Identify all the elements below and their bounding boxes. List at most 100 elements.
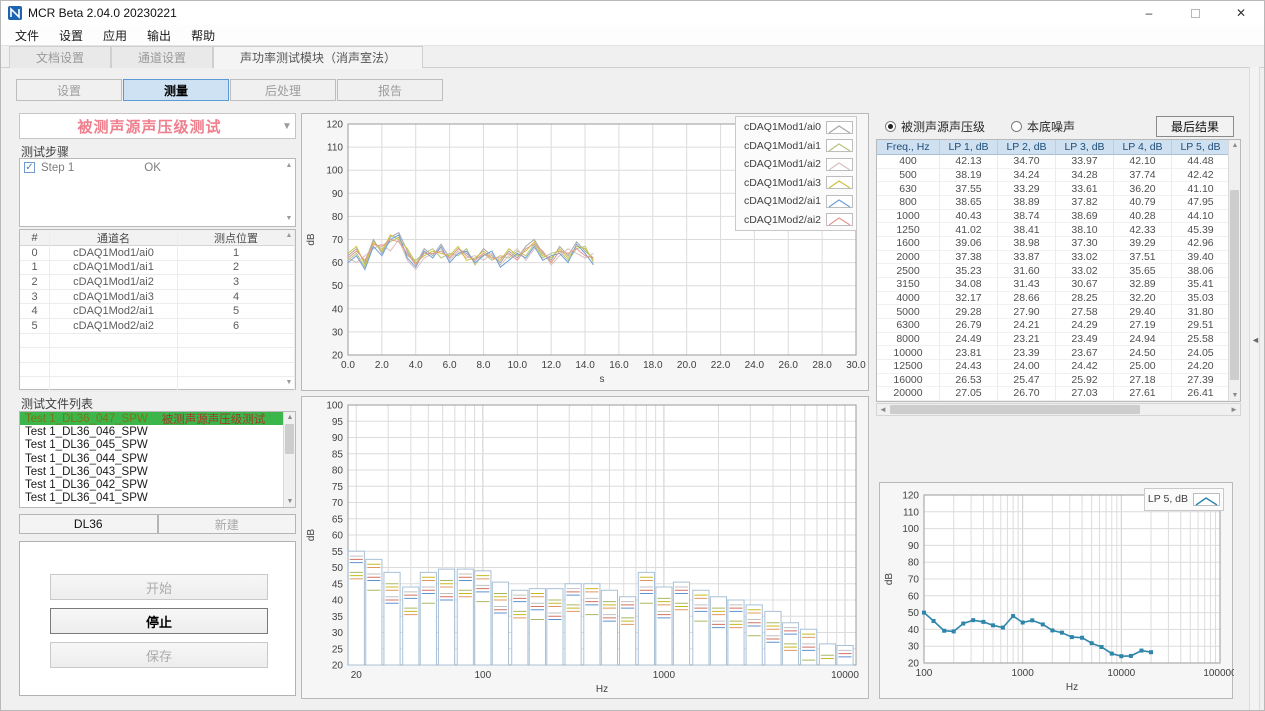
file-list-item[interactable]: Test 1_DL36_043_SPW (20, 465, 283, 478)
results-table-hscrollbar[interactable]: ◄ ► (876, 403, 1241, 416)
step-row[interactable]: ✓ Step 1 OK (20, 159, 295, 176)
results-table-scrollbar[interactable]: ▲ ▼ (1228, 140, 1240, 401)
file-tag: 被测声源声压级测试 (161, 413, 266, 426)
collapse-left-icon[interactable]: ◄ (1251, 335, 1260, 345)
svg-text:110: 110 (903, 507, 919, 518)
table-cell: 26.70 (998, 387, 1056, 401)
table-row[interactable]: 16000 26.53 25.47 25.92 27.18 27.39 (877, 373, 1230, 388)
file-list-item[interactable]: Test 1_DL36_042_SPW (20, 478, 283, 491)
save-button[interactable]: 保存 (50, 642, 268, 668)
scroll-right-icon[interactable]: ► (1230, 405, 1238, 414)
table-row[interactable]: 6300 26.79 24.21 24.29 27.19 29.51 (877, 318, 1230, 333)
radio-source[interactable]: 被测声源声压级 (885, 118, 985, 135)
table-row[interactable]: 20000 27.05 26.70 27.03 27.61 26.41 (877, 387, 1230, 401)
svg-text:95: 95 (332, 417, 344, 428)
app-icon (8, 6, 22, 20)
file-list-scrollbar[interactable]: ▲ ▼ (283, 412, 295, 507)
maximize-button[interactable] (1172, 1, 1218, 25)
dl36-button[interactable]: DL36 (19, 514, 158, 534)
table-row[interactable]: 12500 24.43 24.00 24.42 25.00 24.20 (877, 359, 1230, 374)
table-row[interactable]: 3150 34.08 31.43 30.67 32.89 35.41 (877, 277, 1230, 292)
scroll-up-icon[interactable]: ▲ (286, 414, 294, 421)
legend-item[interactable]: cDAQ1Mod1/ai0 (739, 118, 853, 137)
table-row[interactable]: 5000 29.28 27.90 27.58 29.40 31.80 (877, 305, 1230, 319)
table-row[interactable]: 500 38.19 34.24 34.28 37.74 42.42 (877, 168, 1230, 183)
scroll-up-icon[interactable]: ▲ (1231, 142, 1239, 149)
menu-item-3[interactable]: 输出 (147, 28, 172, 43)
table-row[interactable]: 5 cDAQ1Mod2/ai2 6 (20, 318, 295, 334)
legend-item[interactable]: LP 5, dB (1148, 490, 1220, 509)
minimize-button[interactable]: – (1145, 6, 1153, 20)
table-row[interactable]: 1250 41.02 38.41 38.10 42.33 45.39 (877, 223, 1230, 237)
table-row[interactable]: 2000 37.38 33.87 33.02 37.51 39.40 (877, 250, 1230, 265)
menu-item-1[interactable]: 设置 (59, 28, 84, 43)
table-row[interactable]: 630 37.55 33.29 33.61 36.20 41.10 (877, 182, 1230, 196)
file-list-item[interactable]: Test 1_DL36_047_SPW 被测声源声压级测试 (20, 412, 283, 426)
panel-splitter[interactable]: ◄ (1249, 67, 1260, 710)
scroll-left-icon[interactable]: ◄ (879, 405, 887, 414)
table-cell: 3150 (877, 277, 940, 292)
file-list-item[interactable]: Test 1_DL36_045_SPW (20, 439, 283, 452)
subtab-3[interactable]: 报告 (337, 79, 443, 101)
checkbox-checked-icon[interactable]: ✓ (24, 162, 35, 173)
table-row[interactable]: 1 cDAQ1Mod1/ai1 2 (20, 260, 295, 276)
table-row[interactable]: 4000 32.17 28.66 28.25 32.20 35.03 (877, 291, 1230, 306)
table-row[interactable]: 3 cDAQ1Mod1/ai3 4 (20, 289, 295, 305)
legend-item[interactable]: cDAQ1Mod2/ai2 (739, 211, 853, 230)
table-row[interactable]: 1600 39.06 38.98 37.30 39.29 42.96 (877, 236, 1230, 251)
scroll-up-icon[interactable]: ▲ (285, 162, 293, 169)
table-row[interactable]: 400 42.13 34.70 33.97 42.10 44.48 (877, 155, 1230, 169)
scrollbar-thumb[interactable] (285, 424, 294, 454)
legend-item[interactable]: cDAQ1Mod1/ai3 (739, 174, 853, 193)
start-button[interactable]: 开始 (50, 574, 268, 600)
table-cell: 1 (178, 246, 295, 260)
scroll-down-icon[interactable]: ▼ (1231, 392, 1239, 399)
radio-background-noise[interactable]: 本底噪声 (1011, 118, 1075, 135)
close-button[interactable]: ✕ (1235, 6, 1247, 20)
tab-2[interactable]: 声功率测试模块（消声室法） (213, 46, 424, 69)
scroll-down-icon[interactable]: ▼ (286, 498, 294, 505)
legend-item[interactable]: cDAQ1Mod1/ai1 (739, 137, 853, 156)
scrollbar-thumb[interactable] (890, 405, 1140, 414)
svg-text:110: 110 (327, 143, 343, 154)
menu-item-2[interactable]: 应用 (103, 28, 128, 43)
file-list-item[interactable]: Test 1_DL36_041_SPW (20, 492, 283, 505)
new-file-button[interactable]: 新建 (157, 514, 296, 534)
menu-item-4[interactable]: 帮助 (191, 28, 216, 43)
scrollbar-thumb[interactable] (1230, 190, 1239, 380)
table-cell: 24.21 (998, 318, 1056, 333)
table-row[interactable]: 4 cDAQ1Mod2/ai1 5 (20, 304, 295, 319)
table-row[interactable]: 2500 35.23 31.60 33.02 35.65 38.06 (877, 264, 1230, 278)
table-cell: 38.98 (998, 236, 1056, 251)
menu-item-0[interactable]: 文件 (15, 28, 40, 43)
tab-0[interactable]: 文档设置 (9, 46, 112, 68)
svg-text:10.0: 10.0 (508, 360, 528, 371)
scroll-up-icon[interactable]: ▲ (285, 232, 293, 239)
file-list-item[interactable]: Test 1_DL36_046_SPW (20, 425, 283, 438)
legend-label: cDAQ1Mod2/ai2 (743, 213, 821, 226)
legend-item[interactable]: cDAQ1Mod2/ai1 (739, 192, 853, 211)
table-row[interactable]: 800 38.65 38.89 37.82 40.79 47.95 (877, 195, 1230, 210)
table-row[interactable]: 10000 23.81 23.39 23.67 24.50 24.05 (877, 346, 1230, 360)
table-row[interactable]: 1000 40.43 38.74 38.69 40.28 44.10 (877, 209, 1230, 224)
table-row[interactable]: 2 cDAQ1Mod1/ai2 3 (20, 275, 295, 290)
table-row[interactable]: 8000 24.49 23.21 23.49 24.94 25.58 (877, 332, 1230, 347)
scroll-down-icon[interactable]: ▼ (285, 215, 293, 222)
svg-text:60: 60 (908, 591, 920, 602)
subtab-0[interactable]: 设置 (16, 79, 122, 101)
legend-item[interactable]: cDAQ1Mod1/ai2 (739, 155, 853, 174)
svg-text:100: 100 (326, 401, 343, 412)
file-list-item[interactable]: Test 1_DL36_044_SPW (20, 452, 283, 465)
stop-button[interactable]: 停止 (50, 608, 268, 634)
scroll-down-icon[interactable]: ▼ (285, 379, 293, 386)
table-cell: 28.25 (1056, 291, 1114, 306)
column-header: LP 3, dB (1056, 140, 1114, 155)
final-result-button[interactable]: 最后结果 (1156, 116, 1234, 137)
table-row[interactable]: 0 cDAQ1Mod1/ai0 1 (20, 246, 295, 261)
tab-1[interactable]: 通道设置 (111, 46, 214, 68)
subtab-1[interactable]: 测量 (123, 79, 229, 101)
test-type-combobox[interactable]: 被测声源声压级测试 ▼ (19, 113, 296, 139)
svg-text:60: 60 (332, 531, 344, 542)
column-header: Freq., Hz (877, 140, 940, 155)
subtab-2[interactable]: 后处理 (230, 79, 336, 101)
